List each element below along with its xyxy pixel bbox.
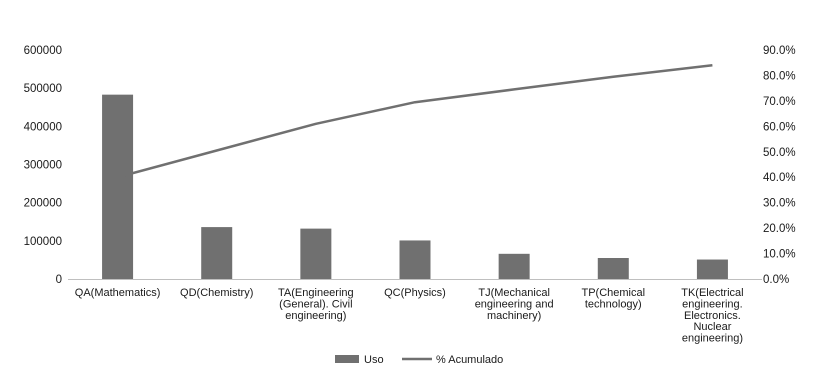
y-left-tick-label: 400000 — [24, 121, 62, 133]
bar-4 — [498, 253, 530, 279]
y-right-tick-label: 70.0% — [763, 96, 796, 108]
x-category-label-line: TP(Chemical — [581, 287, 645, 299]
x-category-label: QA(Mathematics) — [75, 287, 161, 299]
x-category-label-line: engineering and — [475, 298, 554, 310]
legend-label-uso: Uso — [364, 354, 384, 366]
x-category-label: TP(Chemical technology) — [581, 287, 645, 310]
x-category-label-line: TK(Electrical — [681, 287, 743, 299]
y-right-tick-label: 30.0% — [763, 198, 796, 210]
x-category-label-line: engineering. — [682, 298, 743, 310]
legend: Uso % Acumulado — [335, 354, 503, 366]
line-series-acumulado — [117, 64, 713, 179]
x-category-label: TA(Engineering (General). Civil engineerin… — [278, 287, 354, 322]
x-category-label-line: QD(Chemistry) — [180, 287, 253, 299]
x-category-label: TJ(Mechanical engineering and machinery) — [475, 287, 554, 322]
y-left-tick-label: 200000 — [24, 198, 62, 210]
x-category-label: QD(Chemistry) — [180, 287, 253, 299]
y-left-tick-label: 600000 — [24, 45, 62, 57]
y-right-tick-label: 60.0% — [763, 121, 796, 133]
bar-1 — [201, 227, 233, 279]
bar-2 — [300, 228, 332, 279]
y-right-tick-label: 20.0% — [763, 223, 796, 235]
x-category-label-line: TA(Engineering — [278, 287, 354, 299]
y-left-tick-label: 500000 — [24, 83, 62, 95]
y-left-tick-label: 0 — [56, 274, 62, 286]
y-right-tick-label: 0.0% — [763, 274, 789, 286]
y-axis-right-ticks: 0.0% 10.0% 20.0% 30.0% 40.0% 50.0% 60.0% 70.0% 8… — [763, 45, 796, 286]
bar-series-uso — [102, 94, 728, 279]
y-left-tick-label: 300000 — [24, 160, 62, 172]
x-category-label-line: machinery) — [487, 310, 541, 322]
x-category-label-line: Nuclear — [693, 321, 731, 333]
y-right-tick-label: 40.0% — [763, 172, 796, 184]
y-right-tick-label: 50.0% — [763, 147, 796, 159]
x-category-label-line: Electronics. — [684, 310, 741, 322]
y-right-tick-label: 80.0% — [763, 70, 796, 82]
y-left-tick-label: 100000 — [24, 236, 62, 248]
x-category-label-line: (General). Civil — [279, 298, 352, 310]
y-right-tick-label: 10.0% — [763, 249, 796, 261]
bar-5 — [597, 258, 629, 279]
x-category-label: TK(Electrical engineering. Electronics. Nuc… — [681, 287, 743, 345]
bar-3 — [399, 240, 431, 279]
x-category-label: QC(Physics) — [384, 287, 446, 299]
x-category-label-line: QA(Mathematics) — [75, 287, 161, 299]
legend-swatch-uso — [335, 355, 359, 363]
x-category-label-line: engineering) — [682, 333, 743, 345]
x-category-label-line: technology) — [585, 298, 642, 310]
x-axis-category-labels: QA(Mathematics) QD(Chemistry) TA(Engineeri… — [75, 287, 744, 345]
x-category-label-line: TJ(Mechanical — [478, 287, 550, 299]
x-category-label-line: QC(Physics) — [384, 287, 446, 299]
y-right-tick-label: 90.0% — [763, 45, 796, 57]
x-category-label-line: engineering) — [285, 310, 346, 322]
bar-6 — [696, 259, 728, 279]
y-axis-left-ticks: 0 100000 200000 300000 400000 500000 600000 — [24, 45, 62, 286]
bar-0 — [102, 94, 134, 279]
legend-label-acumulado: % Acumulado — [436, 354, 503, 366]
